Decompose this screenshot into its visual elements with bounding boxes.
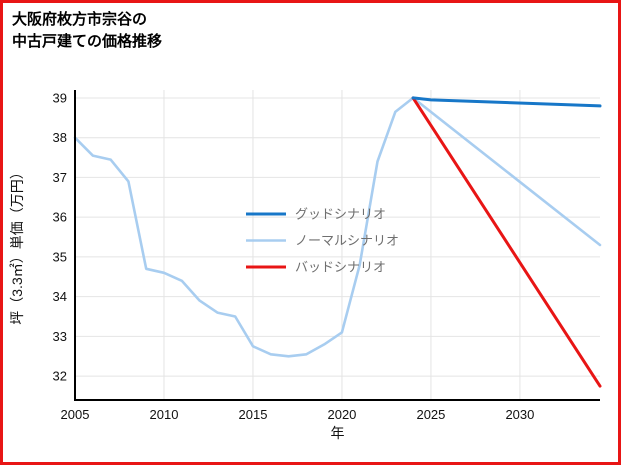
y-tick-label: 36 bbox=[53, 210, 67, 225]
y-tick-label: 34 bbox=[53, 289, 67, 304]
x-tick-label: 2020 bbox=[327, 407, 356, 422]
x-tick-label: 2025 bbox=[416, 407, 445, 422]
y-tick-label: 39 bbox=[53, 90, 67, 105]
chart-title: 大阪府枚方市宗谷の 中古戸建ての価格推移 bbox=[12, 9, 162, 53]
y-tick-label: 33 bbox=[53, 329, 67, 344]
x-axis-label: 年 bbox=[331, 425, 345, 441]
x-tick-label: 2005 bbox=[61, 407, 90, 422]
legend-label-3: バッドシナリオ bbox=[295, 260, 386, 275]
chart-title-line2: 中古戸建ての価格推移 bbox=[12, 32, 163, 50]
y-tick-label: 35 bbox=[53, 249, 67, 264]
x-tick-label: 2010 bbox=[150, 407, 179, 422]
y-tick-label: 38 bbox=[53, 130, 67, 145]
legend-label-1: グッドシナリオ bbox=[295, 207, 386, 222]
x-tick-label: 2030 bbox=[505, 407, 534, 422]
series-line-バッドシナリオ bbox=[411, 96, 602, 388]
chart-title-line1: 大阪府枚方市宗谷の bbox=[12, 11, 148, 28]
y-tick-label: 32 bbox=[53, 369, 67, 384]
series-line-ノーマルシナリオ bbox=[73, 96, 602, 358]
x-tick-label: 2015 bbox=[239, 407, 268, 422]
series-line-グッドシナリオ bbox=[411, 96, 602, 108]
y-tick-label: 37 bbox=[53, 170, 67, 185]
y-axis-label: 坪（3.3㎡）単価（万円） bbox=[9, 165, 25, 324]
legend-label-2: ノーマルシナリオ bbox=[295, 233, 399, 248]
